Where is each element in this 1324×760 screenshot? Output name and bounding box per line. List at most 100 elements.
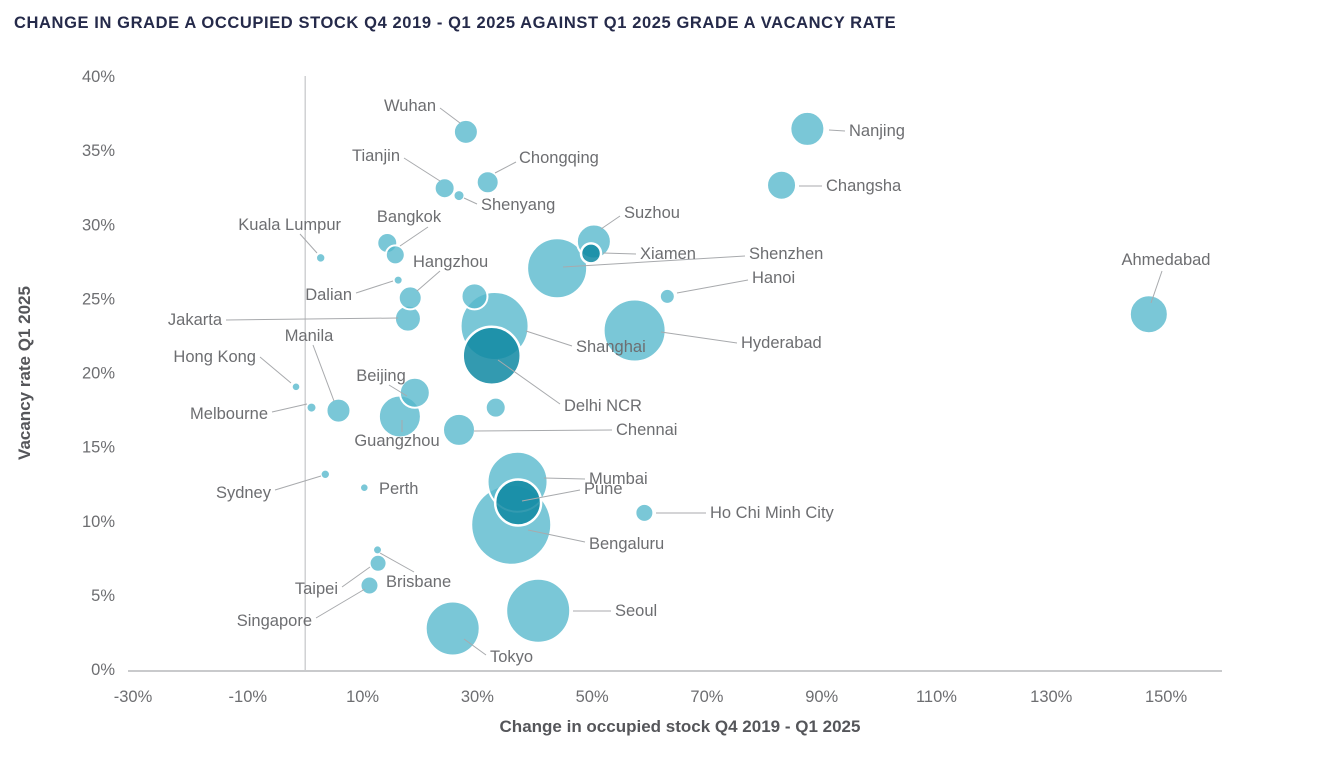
leader-xiamen [602, 252, 637, 255]
y-axis-title: Vacancy rate Q1 2025 [15, 286, 34, 460]
leader-suzhou [600, 215, 621, 230]
bubble-unlabeled-2 [460, 282, 489, 311]
bubble-shenzhen [526, 237, 589, 300]
chart-title: CHANGE IN GRADE A OCCUPIED STOCK Q4 2019… [14, 14, 897, 32]
city-label-jakarta: Jakarta [168, 311, 223, 329]
bubble-shenyang [452, 189, 466, 203]
city-labels-layer: Wuhan Nanjing Tianjin Chongqing Shenyang Chan… [168, 97, 1211, 666]
leader-ahmedabad [1150, 270, 1163, 304]
city-label-seoul: Seoul [615, 602, 657, 620]
x-tick-label: 110% [916, 688, 957, 706]
bubble-changsha [766, 169, 798, 201]
leader-kuala-lumpur [299, 233, 318, 254]
city-label-brisbane: Brisbane [386, 573, 451, 591]
city-label-chongqing: Chongqing [519, 149, 599, 167]
city-label-hangzhou: Hangzhou [413, 253, 488, 271]
leader-beijing [388, 384, 408, 397]
city-label-shenyang: Shenyang [481, 196, 555, 214]
city-label-suzhou: Suzhou [624, 204, 680, 222]
city-label-beijing: Beijing [356, 367, 406, 385]
y-tick-label: 30% [82, 216, 115, 234]
leader-hong-kong [259, 356, 292, 384]
bubble-tokyo [424, 600, 481, 657]
leader-shenyang [463, 197, 478, 205]
leader-shenzhen [562, 255, 746, 268]
city-label-ahmedabad: Ahmedabad [1122, 251, 1211, 269]
leader-tokyo [463, 638, 487, 656]
bubble-chennai [442, 412, 477, 447]
bubble-pune [493, 478, 543, 527]
y-tick-label: 10% [82, 513, 115, 531]
city-label-taipei: Taipei [295, 580, 338, 598]
bubble-nanjing [789, 110, 826, 147]
leader-delhi-ncr [497, 359, 561, 405]
y-tick-label: 40% [82, 68, 115, 86]
city-label-dalian: Dalian [305, 286, 352, 304]
bubble-dalian [392, 274, 404, 286]
leader-hangzhou [416, 270, 441, 292]
leader-jakarta [225, 317, 399, 321]
city-label-ho-chi-minh-city: Ho Chi Minh City [710, 504, 835, 522]
city-label-changsha: Changsha [826, 177, 902, 195]
city-label-kuala-lumpur: Kuala Lumpur [238, 216, 341, 234]
city-label-hyderabad: Hyderabad [741, 334, 822, 352]
city-label-hong-kong: Hong Kong [173, 348, 256, 366]
leader-pune [521, 489, 581, 502]
bubble-ahmedabad [1128, 294, 1169, 335]
bubble-hyderabad [602, 298, 667, 363]
city-label-delhi-ncr: Delhi NCR [564, 397, 642, 415]
city-label-pune: Pune [584, 480, 623, 498]
city-label-shenzhen: Shenzhen [749, 245, 823, 263]
leader-chennai [473, 429, 613, 432]
bubble-tianjin [433, 177, 456, 200]
bubble-bangkok [384, 244, 406, 266]
leader-brisbane [379, 552, 415, 573]
x-tick-label: -10% [229, 688, 268, 706]
leader-shanghai [525, 330, 573, 347]
city-label-singapore: Singapore [237, 612, 312, 630]
city-label-nanjing: Nanjing [849, 122, 905, 140]
city-label-hanoi: Hanoi [752, 269, 795, 287]
bubble-xiamen [579, 242, 603, 265]
leader-hyderabad [660, 331, 738, 344]
bubble-ho-chi-minh-city [634, 502, 655, 523]
city-label-shanghai: Shanghai [576, 338, 646, 356]
x-tick-label: 70% [690, 688, 723, 706]
bubble-hangzhou [397, 285, 423, 311]
leader-tianjin [403, 157, 441, 182]
bubble-perth [359, 482, 370, 493]
leader-dalian [355, 280, 394, 294]
city-label-sydney: Sydney [216, 484, 272, 502]
bubble-hong-kong [290, 381, 302, 393]
y-tick-label: 5% [91, 587, 115, 605]
leader-hanoi [676, 279, 749, 294]
y-tick-label: 15% [82, 439, 115, 457]
leader-bengaluru [527, 529, 586, 543]
bubble-beijing [398, 376, 431, 409]
leader-mumbai [543, 477, 586, 480]
city-label-tianjin: Tianjin [352, 147, 400, 165]
city-label-chennai: Chennai [616, 421, 677, 439]
leader-chongqing [494, 161, 517, 174]
bubble-wuhan [452, 118, 479, 145]
bubble-melbourne [305, 401, 318, 414]
bubble-sydney [319, 468, 331, 481]
bubble-brisbane [372, 544, 384, 556]
city-label-mumbai: Mumbai [589, 470, 648, 488]
city-label-perth: Perth [379, 480, 418, 498]
bubble-kuala-lumpur [314, 252, 327, 264]
city-label-bengaluru: Bengaluru [589, 535, 664, 553]
leader-singapore [315, 588, 366, 619]
x-tick-label: 130% [1030, 688, 1073, 706]
y-tick-label: 20% [82, 365, 115, 383]
city-label-guangzhou: Guangzhou [354, 432, 439, 450]
bubbles-layer [290, 110, 1169, 657]
bubble-singapore [359, 575, 380, 596]
leader-bangkok [399, 226, 429, 247]
bubble-seoul [505, 577, 572, 644]
y-tick-label: 25% [82, 290, 115, 308]
leader-taipei [341, 566, 371, 588]
x-tick-label: -30% [114, 688, 153, 706]
